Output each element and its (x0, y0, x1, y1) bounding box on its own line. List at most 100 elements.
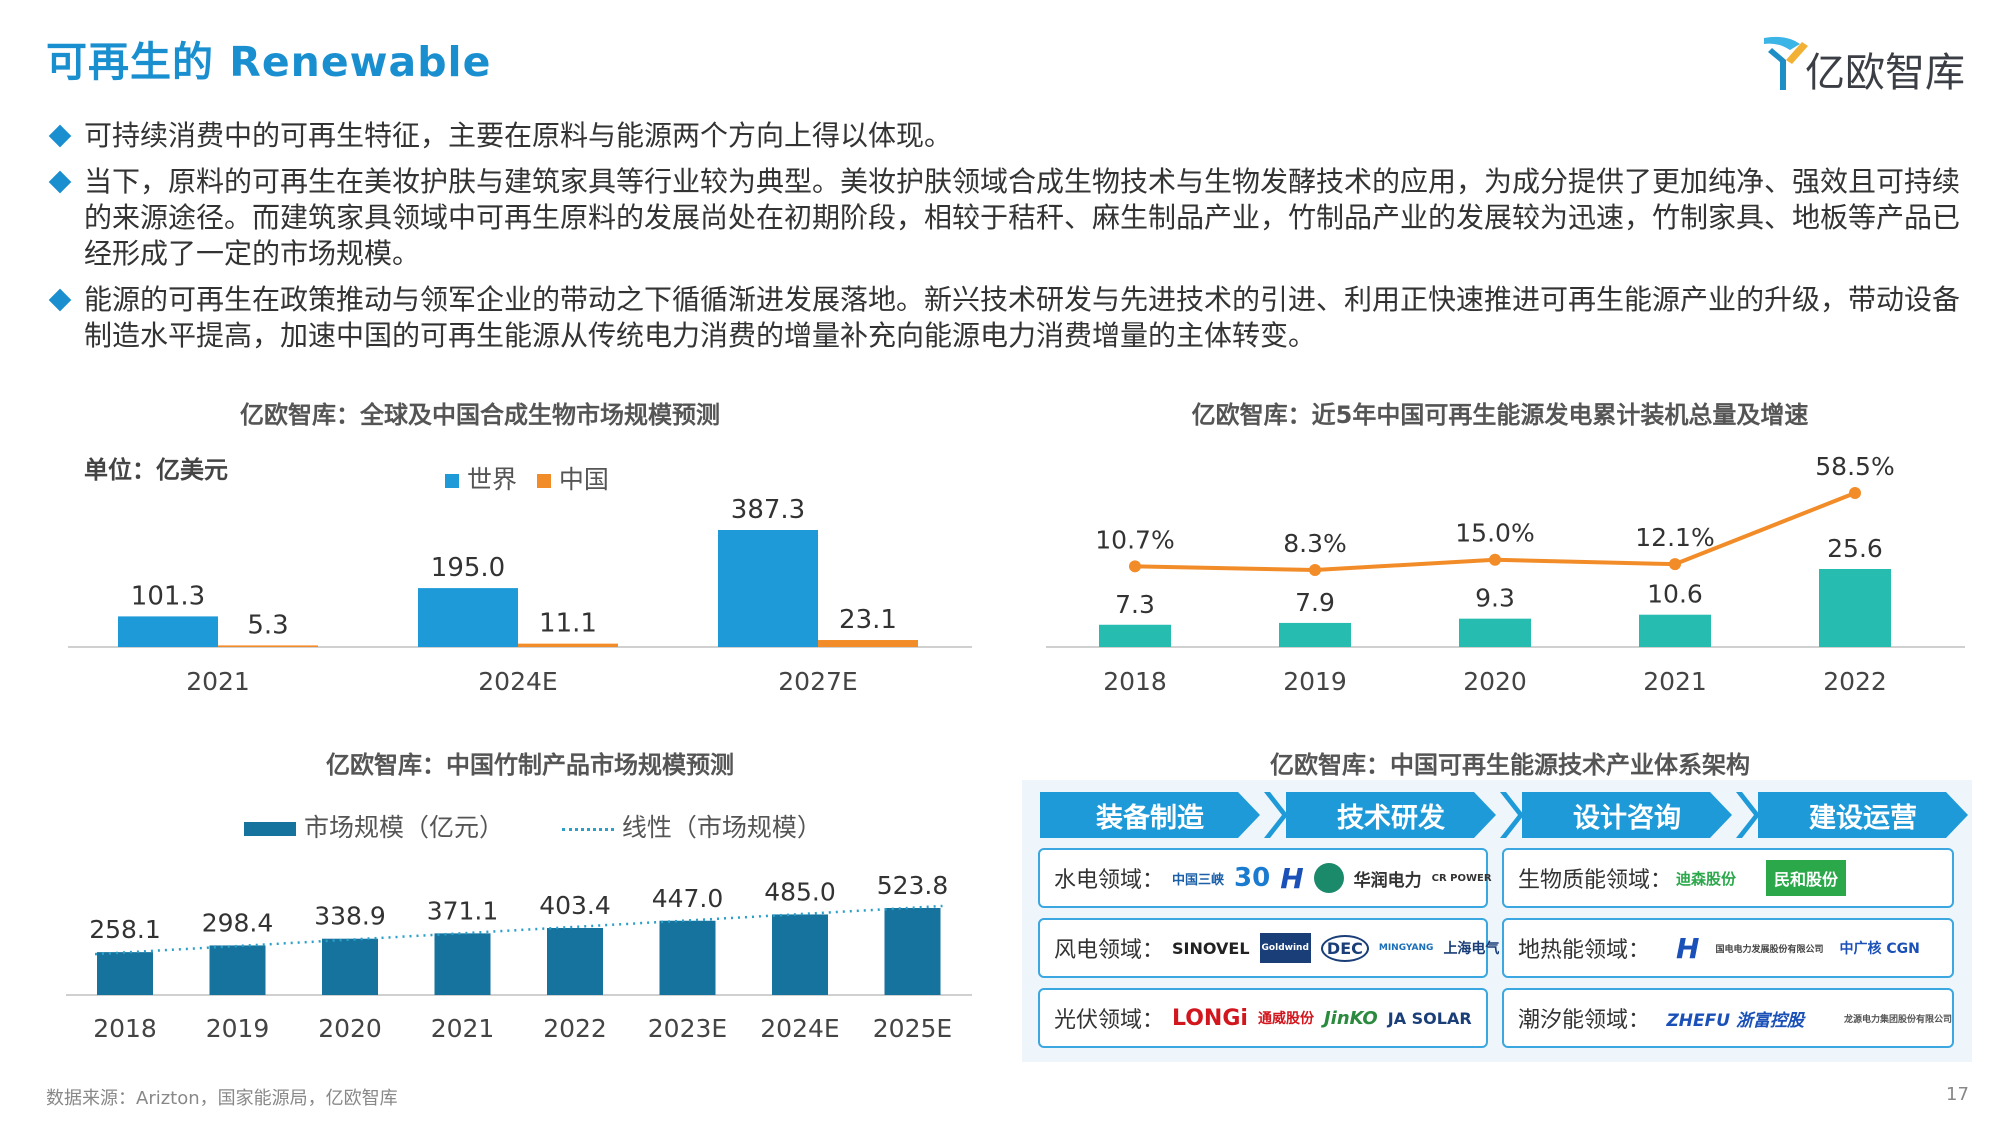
data-label: 7.9 (1295, 588, 1335, 617)
trend-line (94, 904, 943, 956)
row-biomass: 生物质能领域： 迪森股份 民和股份 (1502, 848, 1954, 908)
data-label: 387.3 (731, 495, 805, 525)
stage-consulting: 设计咨询 (1522, 792, 1732, 838)
data-label: 258.1 (89, 915, 161, 944)
logo-jinko: JinKO (1323, 1007, 1378, 1029)
x-tick-label: 2022 (543, 1014, 607, 1043)
tidal-logos: ZHEFU 浙富控股 龙源电力集团股份有限公司 (1666, 1006, 1952, 1031)
logo-sinovel: SINOVEL (1172, 938, 1250, 958)
growth-point (1849, 487, 1861, 499)
data-label: 338.9 (314, 902, 386, 931)
growth-label: 10.7% (1095, 525, 1174, 554)
legend-swatch-world (445, 474, 459, 488)
data-label: 371.1 (427, 896, 499, 925)
logo-h2: H (1676, 931, 1700, 965)
solar-logos: LONGi 通威股份 JinKO JA SOLAR (1172, 1006, 1472, 1031)
bar-market (884, 908, 941, 995)
brand-name: 亿欧智库 (1805, 50, 1965, 96)
legend-label-world: 世界 (466, 465, 517, 494)
chart1-unit: 单位：亿美元 (84, 456, 228, 484)
x-tick-label: 2022 (1823, 667, 1887, 696)
bar-world (418, 588, 518, 647)
row-tidal: 潮汐能领域： ZHEFU 浙富控股 龙源电力集团股份有限公司 (1502, 988, 1954, 1048)
logo-longi: LONGi (1172, 1005, 1248, 1031)
data-label: 23.1 (839, 605, 897, 635)
diamond-icon (48, 288, 72, 312)
bar-world (118, 616, 218, 647)
biomass-logos: 迪森股份 民和股份 (1676, 860, 1847, 896)
logo-goldwind: Goldwind (1259, 933, 1311, 963)
growth-point (1489, 553, 1501, 566)
chevron-right-icon (1264, 792, 1288, 838)
bar-market (209, 945, 266, 995)
data-label: 403.4 (539, 891, 611, 920)
logo-gd-power: 国电电力发展股份有限公司 (1715, 944, 1824, 955)
bar-market (322, 938, 378, 995)
bar-china (818, 640, 918, 647)
x-tick-label: 2023E (648, 1014, 727, 1043)
diamond-icon (48, 170, 72, 194)
chart3-legend: 市场规模（亿元） 线性（市场规模） (244, 808, 822, 844)
data-label: 10.6 (1647, 580, 1703, 609)
globe-icon (1313, 863, 1344, 893)
growth-label: 12.1% (1635, 523, 1714, 552)
x-tick-label: 2025E (873, 1014, 952, 1043)
source-note: 数据来源：Arizton，国家能源局，亿欧智库 (46, 1088, 398, 1109)
bar-market (434, 933, 491, 995)
logo-jasolar: JA SOLAR (1387, 1008, 1472, 1028)
chart1-legend: 世界 中国 (445, 460, 609, 496)
logo-h: H (1280, 861, 1304, 895)
data-label: 5.3 (247, 610, 288, 640)
data-label: 25.6 (1827, 534, 1883, 563)
growth-point (1309, 564, 1321, 576)
chart-synbio-market: 101.3 5.3 2021 195.0 11.1 2024E 387.3 23.1 2027E (68, 495, 972, 696)
data-label: 7.3 (1115, 590, 1155, 619)
x-tick-label: 2020 (318, 1014, 382, 1043)
logo-longyuan: 龙源电力集团股份有限公司 (1843, 1014, 1952, 1025)
bullet-item: 能源的可再生在政策推动与领军企业的带动之下循循渐进发展落地。新兴技术研发与先进技… (46, 282, 1966, 354)
data-label: 101.3 (131, 581, 205, 611)
bar-china (218, 645, 318, 647)
data-label: 485.0 (764, 877, 836, 906)
wind-logos: SINOVEL Goldwind DEC MINGYANG 上海电气 (1172, 933, 1499, 963)
growth-point (1669, 558, 1681, 571)
bar-capacity (1099, 624, 1171, 647)
x-tick-label: 2021 (431, 1014, 495, 1043)
logo-disen: 迪森股份 (1676, 869, 1737, 888)
logo-30: 30 (1234, 863, 1271, 893)
chart3-title: 亿欧智库：中国竹制产品市场规模预测 (326, 751, 734, 779)
bullet-item: 可持续消费中的可再生特征，主要在原料与能源两个方向上得以体现。 (46, 118, 1966, 154)
legend-swatch-bars (244, 822, 296, 836)
data-label: 447.0 (652, 884, 724, 913)
data-label: 11.1 (539, 609, 597, 639)
chart2-title: 亿欧智库：近5年中国可再生能源发电累计装机总量及增速 (1191, 401, 1809, 429)
x-tick-label: 2021 (1643, 667, 1707, 696)
logo-mingyang: MINGYANG (1378, 943, 1434, 953)
bar-market (547, 927, 603, 995)
stage-operation: 建设运营 (1758, 792, 1968, 838)
x-tick-label: 2027E (778, 667, 857, 696)
bar-capacity (1639, 614, 1711, 647)
chevron-right-icon (1736, 792, 1760, 838)
chart-bamboo-market: 258.1 2018 298.4 2019 338.9 2020 371.1 2021 403.… (66, 871, 972, 1043)
legend-label-trend: 线性（市场规模） (621, 813, 822, 842)
architecture-diagram: 装备制造 技术研发 设计咨询 建设运营 水电领域： 中国三峡 30 H 华润电力… (1022, 780, 1972, 1062)
chart1-title: 亿欧智库：全球及中国合成生物市场规模预测 (240, 401, 720, 429)
growth-label: 8.3% (1283, 529, 1347, 558)
x-tick-label: 2024E (760, 1014, 839, 1043)
x-tick-label: 2021 (186, 667, 250, 696)
legend-label-bars: 市场规模（亿元） (303, 813, 504, 842)
bullet-list: 可持续消费中的可再生特征，主要在原料与能源两个方向上得以体现。 当下，原料的可再… (46, 118, 1966, 364)
growth-label: 58.5% (1815, 452, 1894, 481)
legend-label-china: 中国 (558, 465, 609, 494)
bar-capacity (1279, 622, 1351, 647)
stage-equipment: 装备制造 (1040, 792, 1260, 838)
legend-swatch-trend (561, 827, 614, 831)
chart-renewable-capacity: 7.3 2018 7.9 2019 9.3 2020 10.6 2021 25.6 2022 10.… (1046, 452, 1965, 696)
hydropower-logos: 中国三峡 30 H 华润电力 CR POWER (1172, 862, 1492, 895)
x-tick-label: 2019 (206, 1014, 270, 1043)
architecture-title: 亿欧智库：中国可再生能源技术产业体系架构 (1270, 751, 1750, 779)
legend-swatch-china (536, 474, 551, 488)
row-hydropower: 水电领域： 中国三峡 30 H 华润电力 CR POWER (1038, 848, 1492, 908)
logo-minhe: 民和股份 (1766, 860, 1847, 896)
